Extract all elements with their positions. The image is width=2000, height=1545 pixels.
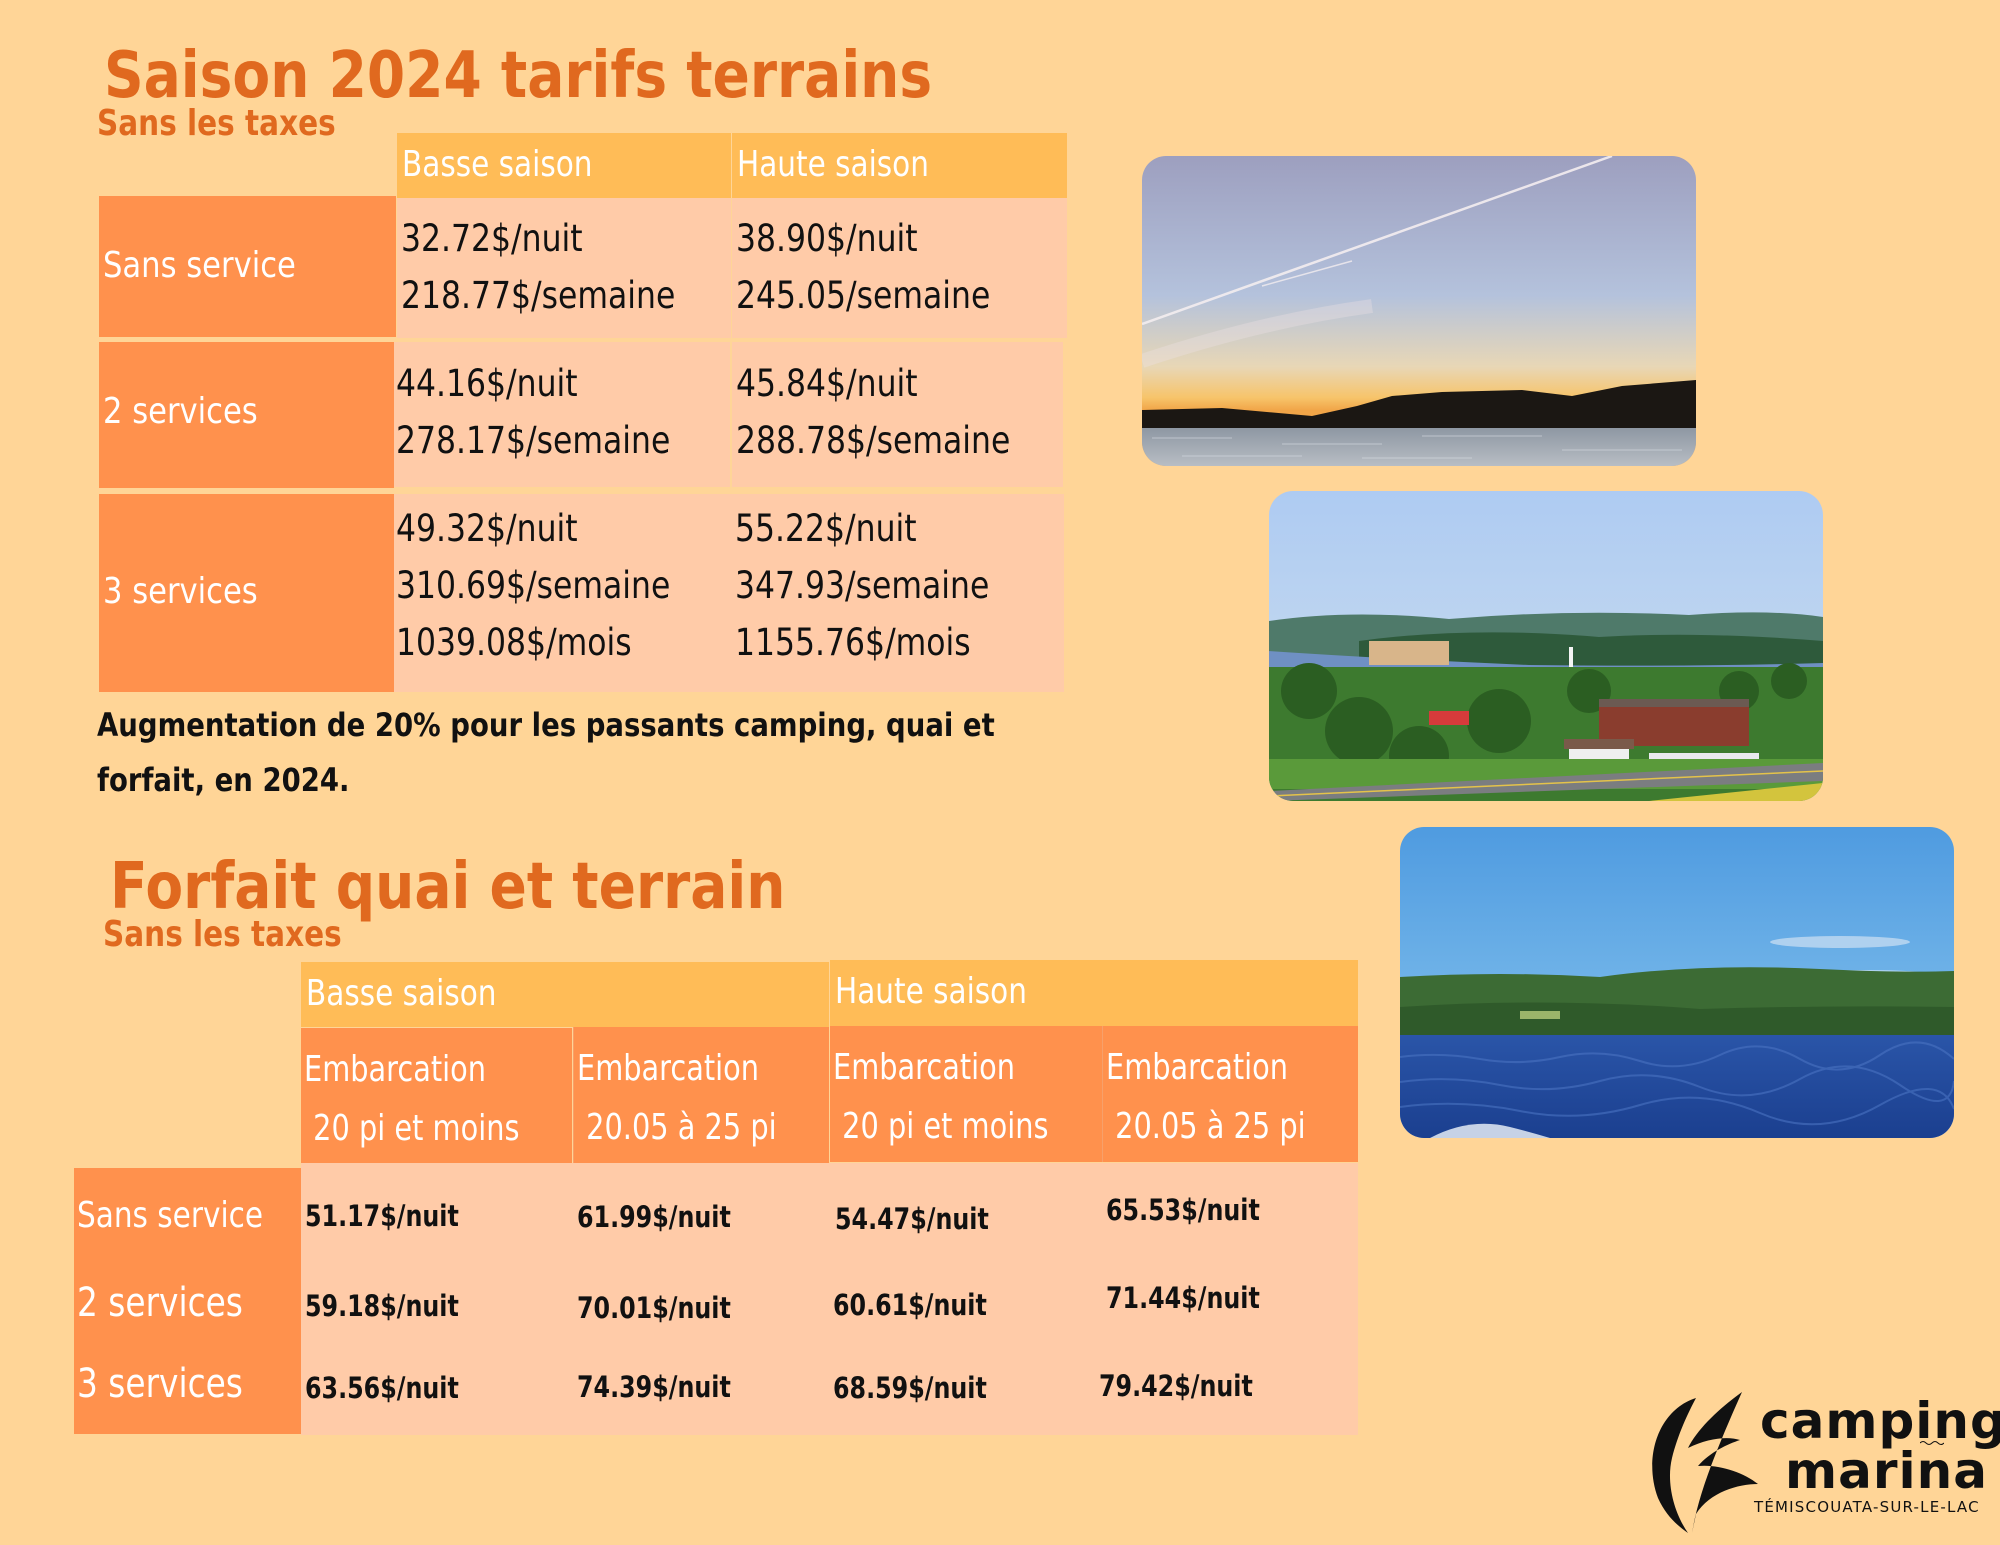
package-rate: 74.39$/nuit: [577, 1373, 765, 1402]
sub-header-line2: 20.05 à 25 pi: [1106, 1106, 1306, 1147]
rate-week: 278.17$/semaine: [396, 419, 671, 462]
section2-title-text: Forfait quai et terrain: [110, 850, 786, 924]
rate-week: 310.69$/semaine: [396, 564, 671, 607]
row-label-text: 3 services: [77, 1361, 243, 1407]
col-header-label: Basse saison: [402, 144, 593, 185]
rate-night: 38.90$/nuit: [736, 217, 918, 260]
package-rate-text: 63.56$/nuit: [305, 1371, 459, 1405]
package-rate: 68.59$/nuit: [833, 1374, 1021, 1403]
sub-header-line1: Embarcation: [833, 1047, 1016, 1088]
section2-subtitle-text: Sans les taxes: [103, 914, 342, 955]
sub-header-boat-size: Embarcation 20.05 à 25 pi: [1102, 1026, 1358, 1162]
logo-camping-word: camping: [1760, 1392, 2000, 1450]
rate-cell: 45.84$/nuit 288.78$/semaine: [732, 342, 1063, 487]
col-header-basse-saison: Basse saison: [301, 962, 829, 1027]
rate-cell: 32.72$/nuit 218.77$/semaine: [397, 198, 731, 338]
row-label-2-services: 2 services: [99, 342, 394, 488]
package-rate-text: 65.53$/nuit: [1106, 1193, 1260, 1227]
col-header-label: Haute saison: [835, 971, 1027, 1012]
row-label-3-services: 3 services: [99, 494, 394, 692]
rate-night: 55.22$/nuit: [735, 507, 917, 550]
rate-month: 1155.76$/mois: [735, 621, 971, 664]
lake-water-photo: [1400, 827, 1954, 1138]
row-label-text: 3 services: [103, 571, 258, 612]
package-rate-text: 74.39$/nuit: [577, 1370, 731, 1404]
package-table-body: [301, 1163, 1358, 1435]
rate-night: 45.84$/nuit: [736, 362, 918, 405]
rate-week: 347.93/semaine: [735, 564, 990, 607]
logo-marina-word: marina: [1785, 1442, 1988, 1500]
package-rate-text: 79.42$/nuit: [1099, 1369, 1253, 1403]
rate-week: 245.05/semaine: [736, 274, 991, 317]
col-header-label: Haute saison: [737, 144, 929, 185]
sub-header-boat-size: Embarcation 20 pi et moins: [830, 1026, 1102, 1162]
section1-title: Saison 2024 tarifs terrains: [104, 44, 1067, 108]
col-header-basse-saison: Basse saison: [397, 133, 731, 198]
rate-cell: 38.90$/nuit 245.05/semaine: [732, 198, 1067, 338]
col-header-label: Basse saison: [306, 973, 497, 1014]
sub-header-boat-size: Embarcation 20.05 à 25 pi: [573, 1027, 829, 1163]
package-rate: 59.18$/nuit: [305, 1292, 493, 1321]
package-rate-text: 51.17$/nuit: [305, 1199, 459, 1233]
sub-header-line2: 20.05 à 25 pi: [577, 1107, 777, 1148]
rate-night: 32.72$/nuit: [401, 217, 583, 260]
package-rate-text: 59.18$/nuit: [305, 1289, 459, 1323]
wave-icon: [1920, 1441, 1944, 1445]
package-rate-text: 61.99$/nuit: [577, 1200, 731, 1234]
section1-subtitle-text: Sans les taxes: [97, 103, 336, 144]
sub-header-line1: Embarcation: [577, 1048, 760, 1089]
package-rate-text: 71.44$/nuit: [1106, 1281, 1260, 1315]
rate-week: 218.77$/semaine: [401, 274, 676, 317]
col-header-haute-saison: Haute saison: [830, 960, 1358, 1026]
package-rate: 63.56$/nuit: [305, 1374, 493, 1403]
row-label-2-services: 2 services: [74, 1266, 301, 1350]
package-rate: 61.99$/nuit: [577, 1203, 765, 1232]
rate-week: 288.78$/semaine: [736, 419, 1011, 462]
section2-subtitle: Sans les taxes: [103, 917, 394, 953]
rate-month: 1039.08$/mois: [396, 621, 632, 664]
package-rate: 54.47$/nuit: [835, 1205, 1023, 1234]
rate-cell: 44.16$/nuit 278.17$/semaine: [394, 342, 730, 487]
town-lake-aerial-photo: [1269, 491, 1823, 801]
section1-subtitle: Sans les taxes: [97, 106, 388, 142]
price-increase-note-text: Augmentation de 20% pour les passants ca…: [97, 706, 995, 799]
package-rate-text: 54.47$/nuit: [835, 1202, 989, 1236]
row-label-text: 2 services: [103, 391, 258, 432]
sub-header-line2: 20 pi et moins: [833, 1106, 1049, 1147]
rate-cell: 49.32$/nuit 310.69$/semaine 1039.08$/moi…: [394, 494, 730, 692]
camping-marina-logo: camping marina TÉMISCOUATA-SUR-LE-LAC: [1648, 1388, 2000, 1538]
row-label-text: Sans service: [77, 1195, 264, 1236]
sub-header-line2: 20 pi et moins: [304, 1108, 520, 1149]
rate-night: 44.16$/nuit: [396, 362, 578, 405]
rate-cell: 55.22$/nuit 347.93/semaine 1155.76$/mois: [730, 494, 1064, 692]
row-label-text: Sans service: [103, 245, 296, 286]
section1-title-text: Saison 2024 tarifs terrains: [104, 39, 933, 113]
row-label-sans-service: Sans service: [99, 196, 396, 337]
package-rate: 71.44$/nuit: [1106, 1284, 1294, 1313]
package-rate: 60.61$/nuit: [833, 1291, 1021, 1320]
sub-header-line1: Embarcation: [304, 1049, 487, 1090]
package-rate: 79.42$/nuit: [1099, 1372, 1287, 1401]
row-label-sans-service: Sans service: [74, 1168, 301, 1266]
row-label-3-services: 3 services: [74, 1350, 301, 1434]
sunset-lake-photo: [1142, 156, 1696, 466]
logo-tagline: TÉMISCOUATA-SUR-LE-LAC: [1754, 1498, 1980, 1516]
col-header-haute-saison: Haute saison: [732, 133, 1067, 198]
sub-header-line1: Embarcation: [1106, 1047, 1289, 1088]
sail-leaf-icon: [1652, 1392, 1758, 1533]
package-rate: 65.53$/nuit: [1106, 1196, 1294, 1225]
price-increase-note: Augmentation de 20% pour les passants ca…: [97, 698, 1097, 808]
package-rate: 51.17$/nuit: [305, 1202, 493, 1231]
package-rate-text: 70.01$/nuit: [577, 1291, 731, 1325]
package-rate: 70.01$/nuit: [577, 1294, 765, 1323]
row-label-text: 2 services: [77, 1280, 243, 1326]
section2-title: Forfait quai et terrain: [110, 855, 895, 919]
sub-header-boat-size: Embarcation 20 pi et moins: [301, 1028, 572, 1163]
package-rate-text: 60.61$/nuit: [833, 1288, 987, 1322]
package-rate-text: 68.59$/nuit: [833, 1371, 987, 1405]
rate-night: 49.32$/nuit: [396, 507, 578, 550]
